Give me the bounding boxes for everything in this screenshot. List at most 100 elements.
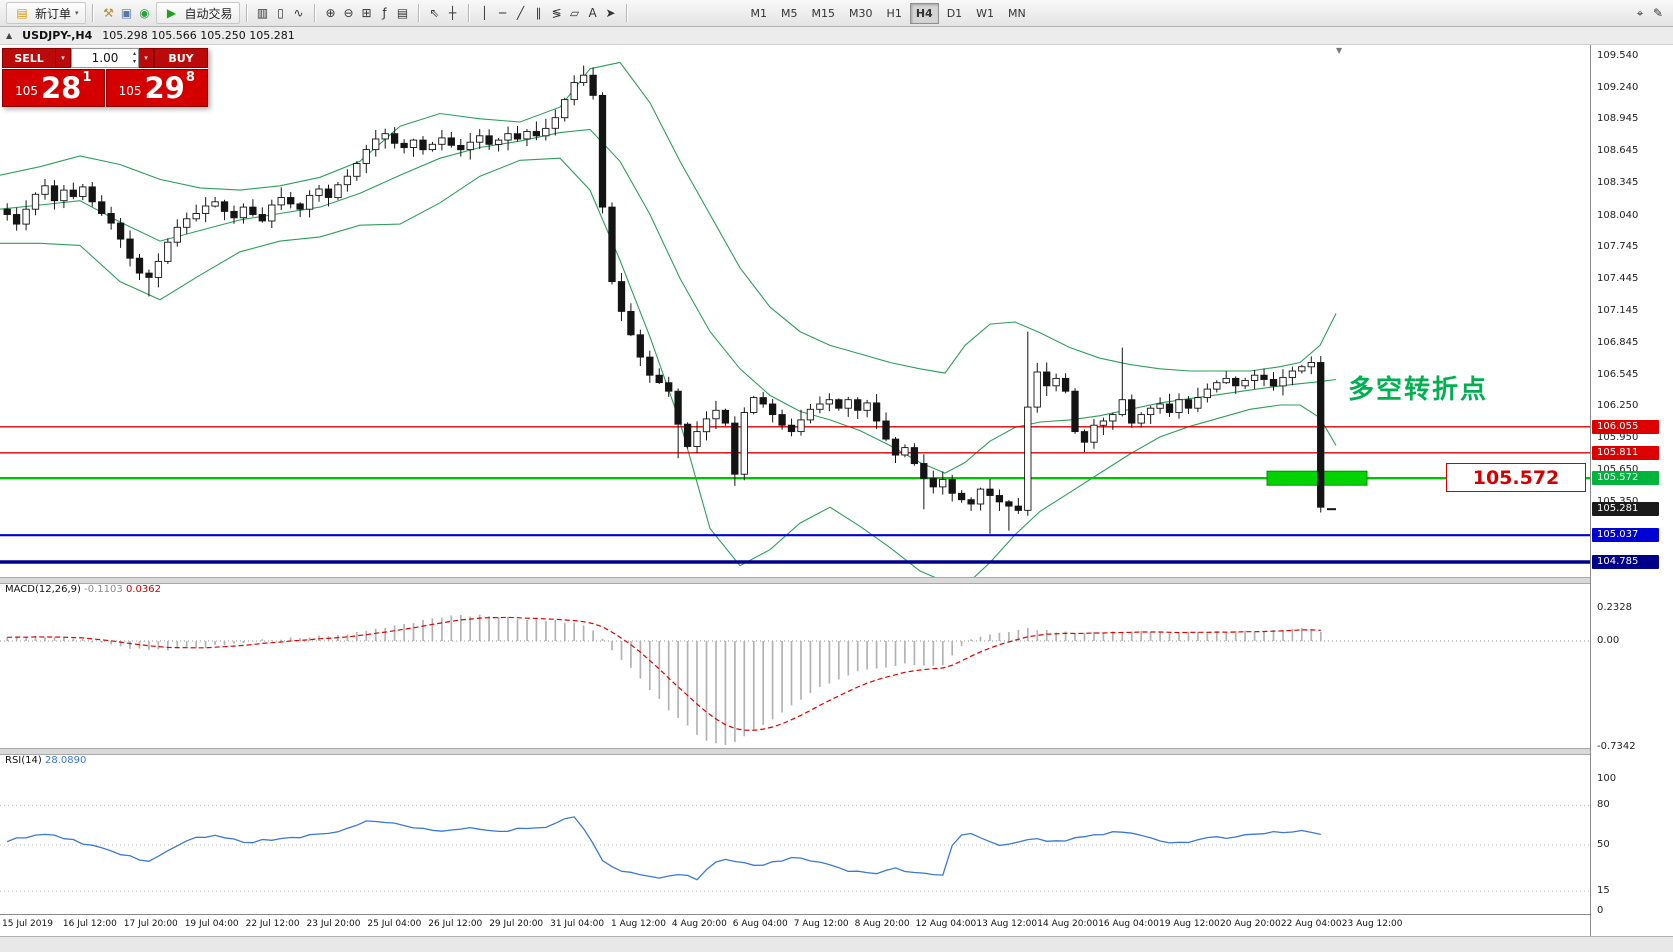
rsi-axis-label: 0 xyxy=(1597,905,1604,916)
price-level-badge: 105.572 xyxy=(1592,471,1659,485)
toolbar-separator xyxy=(245,4,248,22)
text-label-icon[interactable]: A xyxy=(588,6,597,20)
time-label: 16 Aug 04:00 xyxy=(1098,919,1159,929)
chart-type-icon-group: ▥ ▯ ∿ xyxy=(254,4,308,22)
timeframe-M5[interactable]: M5 xyxy=(781,6,798,20)
time-label: 23 Jul 20:00 xyxy=(306,919,361,929)
rsi-chart[interactable] xyxy=(0,753,1591,914)
signals-icon[interactable]: ◉ xyxy=(139,6,150,20)
trendline-icon[interactable]: ╱ xyxy=(516,6,525,20)
sell-dropdown[interactable]: ▾ xyxy=(56,48,71,68)
price-axis-label: 109.240 xyxy=(1597,82,1639,93)
cursor-icon[interactable]: ⇖ xyxy=(429,6,440,20)
candlestick-chart-icon[interactable]: ▯ xyxy=(277,6,284,20)
time-axis: 15 Jul 2019 16 Jul 12:00 17 Jul 20:00 19 Ju… xyxy=(0,914,1591,937)
arrow-objects-icon[interactable]: ➤ xyxy=(605,6,616,20)
autotrade-label: 自动交易 xyxy=(184,6,233,21)
price-level-badge: 105.037 xyxy=(1592,528,1659,542)
chart-annotation-text: 多空转折点 xyxy=(1348,375,1489,405)
macd-value-1: -0.1103 xyxy=(84,584,123,595)
time-label: 15 Jul 2019 xyxy=(2,919,53,929)
price-level-badge: 104.785 xyxy=(1592,555,1659,569)
volume-down-button[interactable]: ▾ xyxy=(132,58,136,65)
rsi-axis-label: 100 xyxy=(1597,773,1617,784)
timeframe-M1[interactable]: M1 xyxy=(750,6,768,20)
new-order-label: 新订单 xyxy=(35,6,72,21)
line-chart-icon[interactable]: ∿ xyxy=(293,6,304,20)
sell-quote-button[interactable]: 105 28 1 xyxy=(2,69,105,107)
price-axis[interactable]: 109.540 109.240 108.945 108.645 108.345 108.0… xyxy=(1590,44,1673,936)
equidistant-channel-icon[interactable]: ∥ xyxy=(535,6,542,20)
buy-dropdown[interactable]: ▾ xyxy=(139,48,154,68)
market-icon[interactable]: ⚒ xyxy=(103,6,114,20)
chevron-down-icon: ▾ xyxy=(75,9,79,17)
timeframe-W1[interactable]: W1 xyxy=(976,6,995,20)
time-label: 4 Aug 20:00 xyxy=(671,919,727,929)
price-axis-label: 105.950 xyxy=(1597,432,1639,443)
macd-name: MACD(12,26,9) xyxy=(5,584,81,595)
crosshair-icon[interactable]: ┼ xyxy=(448,6,457,20)
chart-panel[interactable] xyxy=(0,44,1591,587)
right-icon-group: ⌖ ✎ xyxy=(1631,4,1667,22)
volume-up-button[interactable]: ▴ xyxy=(132,50,136,57)
timeframe-MN[interactable]: MN xyxy=(1008,6,1026,20)
vertical-line-icon[interactable]: │ xyxy=(480,6,489,20)
autotrade-button[interactable]: ▶ 自动交易 xyxy=(155,2,240,24)
buy-button[interactable]: BUY xyxy=(154,48,208,68)
macd-panel[interactable] xyxy=(0,582,1591,748)
bottom-status-strip xyxy=(0,936,1673,952)
volume-value: 1.00 xyxy=(91,51,119,65)
buy-quote-button[interactable]: 105 29 8 xyxy=(105,69,208,107)
zoom-out-icon[interactable]: ⊖ xyxy=(343,6,354,20)
price-level-badge: 105.281 xyxy=(1592,502,1659,516)
chart-title-bar: ▲ USDJPY-,H4 105.298 105.566 105.250 105… xyxy=(0,26,1673,45)
time-label: 22 Jul 12:00 xyxy=(245,919,300,929)
price-level-callout: 105.572 xyxy=(1446,463,1586,492)
timeframe-M30[interactable]: M30 xyxy=(849,6,873,20)
time-label: 19 Aug 12:00 xyxy=(1159,919,1220,929)
timeframe-M15[interactable]: M15 xyxy=(811,6,836,20)
macd-chart[interactable] xyxy=(0,582,1591,748)
order-panel-top-row: SELL ▾ 1.00 ▴ ▾ ▾ BUY xyxy=(2,48,208,68)
new-order-button[interactable]: ▤ 新订单 ▾ xyxy=(6,2,86,24)
fibonacci-icon[interactable]: ≶ xyxy=(551,6,562,20)
timeframe-D1[interactable]: D1 xyxy=(946,6,963,20)
zoom-in-icon[interactable]: ⊕ xyxy=(325,6,336,20)
rsi-value: 28.0890 xyxy=(44,755,87,766)
macd-axis-label: -0.7342 xyxy=(1597,741,1636,752)
horizontal-line-icon[interactable]: ─ xyxy=(498,6,507,20)
volume-input[interactable]: 1.00 ▴ ▾ xyxy=(71,48,139,68)
toolbar-separator xyxy=(417,4,420,22)
macd-value-2: 0.0362 xyxy=(125,584,161,595)
price-level-badge: 105.811 xyxy=(1592,446,1659,460)
sell-price-point: 1 xyxy=(82,70,92,85)
pointer-icon-group: ⇖ ┼ xyxy=(426,4,462,22)
indicators-icon[interactable]: ƒ xyxy=(382,6,387,20)
new-chart-icon[interactable]: ✎ xyxy=(1652,6,1664,20)
timeframe-H1[interactable]: H1 xyxy=(886,6,902,20)
price-axis-label: 105.650 xyxy=(1597,464,1639,475)
templates-icon[interactable]: ▤ xyxy=(396,6,409,20)
toolbar-separator xyxy=(91,4,94,22)
rsi-separator[interactable] xyxy=(0,748,1673,755)
profile-icon[interactable]: ▣ xyxy=(120,6,133,20)
chart-shift-marker-icon[interactable]: ▼ xyxy=(1336,46,1343,55)
time-label: 14 Aug 20:00 xyxy=(1037,919,1098,929)
time-label: 6 Aug 04:00 xyxy=(732,919,788,929)
order-panel-quote-row: 105 28 1 105 29 8 xyxy=(2,69,208,107)
price-axis-label: 108.945 xyxy=(1597,113,1639,124)
toolbar-separator xyxy=(625,4,628,22)
time-label: 13 Aug 12:00 xyxy=(976,919,1038,929)
time-label: 1 Aug 12:00 xyxy=(611,919,666,929)
shapes-icon[interactable]: ▱ xyxy=(569,6,580,20)
time-label: 25 Jul 04:00 xyxy=(367,919,422,929)
timeframe-H4[interactable]: H4 xyxy=(909,2,939,24)
macd-separator[interactable] xyxy=(0,577,1673,584)
bar-chart-icon[interactable]: ▥ xyxy=(256,6,269,20)
search-icon[interactable]: ⌖ xyxy=(1636,5,1644,20)
candlestick-chart[interactable] xyxy=(0,44,1591,587)
rsi-panel[interactable] xyxy=(0,753,1591,914)
tile-windows-icon[interactable]: ⊞ xyxy=(361,6,372,20)
sell-button[interactable]: SELL xyxy=(2,48,56,68)
